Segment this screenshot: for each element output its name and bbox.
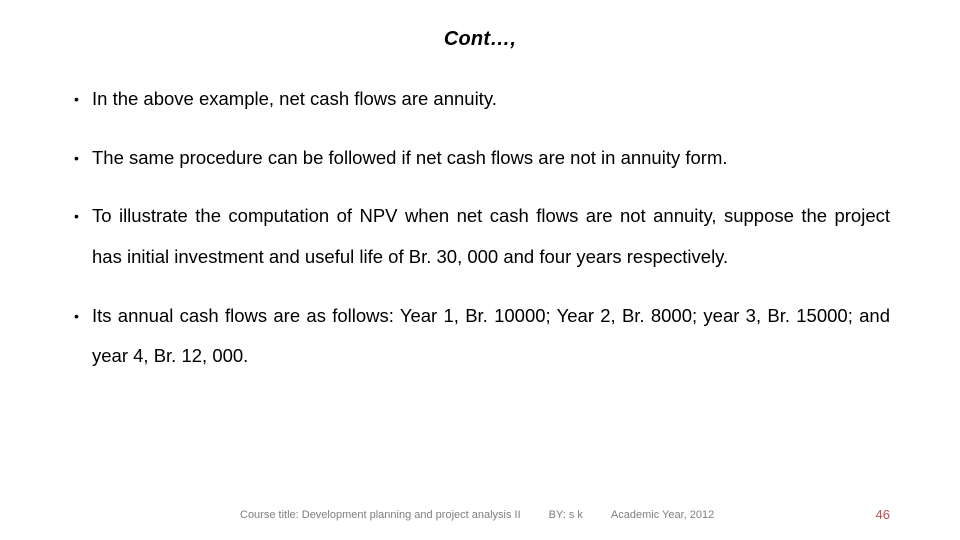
footer-left: Course title: Development planning and p… — [0, 509, 714, 521]
bullet-item: In the above example, net cash flows are… — [70, 79, 890, 120]
footer-year: Academic Year, 2012 — [611, 509, 714, 521]
bullet-item: The same procedure can be followed if ne… — [70, 138, 890, 179]
footer-page-number: 46 — [876, 507, 900, 522]
slide-title: Cont…, — [70, 28, 890, 51]
bullet-item: Its annual cash flows are as follows: Ye… — [70, 296, 890, 377]
slide: Cont…, In the above example, net cash fl… — [0, 0, 960, 540]
bullet-list: In the above example, net cash flows are… — [70, 79, 890, 377]
bullet-item: To illustrate the computation of NPV whe… — [70, 196, 890, 277]
footer: Course title: Development planning and p… — [0, 507, 960, 522]
footer-course: Course title: Development planning and p… — [240, 509, 521, 521]
footer-author: BY: s k — [549, 509, 583, 521]
